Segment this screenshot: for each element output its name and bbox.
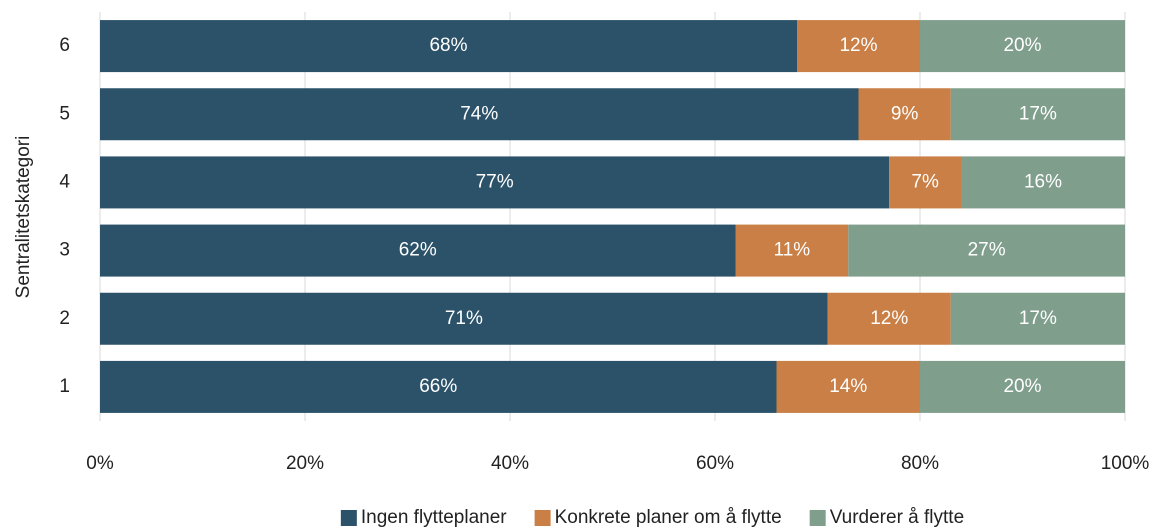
data-label: 12% [870, 308, 908, 329]
data-label: 62% [399, 240, 437, 261]
data-label: 71% [445, 308, 483, 329]
bar-segment [920, 360, 1125, 413]
legend-swatch [340, 510, 357, 526]
bar-segment [920, 20, 1125, 73]
y-axis-title: Sentralitetskategori [13, 136, 34, 299]
x-tick-label: 40% [491, 453, 529, 474]
data-label: 17% [1019, 308, 1057, 329]
bar-segment [797, 20, 920, 73]
y-tick-label: 4 [59, 171, 70, 192]
y-tick-label: 3 [59, 240, 70, 261]
y-tick-label: 1 [59, 376, 70, 397]
data-label: 7% [911, 171, 939, 192]
data-label: 68% [429, 35, 467, 56]
y-tick-label: 5 [59, 103, 70, 124]
x-tick-label: 100% [1101, 453, 1150, 474]
bar-segment [889, 156, 961, 209]
bar-segment [100, 88, 859, 141]
bar-segment [776, 360, 920, 413]
legend-label: Konkrete planer om å flytte [555, 507, 782, 528]
data-label: 27% [968, 240, 1006, 261]
data-label: 20% [1003, 376, 1041, 397]
bar-segment [735, 224, 849, 277]
bar-segment [100, 360, 777, 413]
bar-segment [100, 156, 890, 209]
data-label: 9% [891, 103, 919, 124]
bar-segment [100, 292, 828, 345]
x-tick-label: 60% [696, 453, 734, 474]
bar-segment [100, 20, 797, 73]
y-tick-label: 6 [59, 35, 70, 56]
data-label: 16% [1024, 171, 1062, 192]
bar-segment [961, 156, 1125, 209]
data-label: 77% [476, 171, 514, 192]
data-label: 20% [1003, 35, 1041, 56]
data-label: 17% [1019, 103, 1057, 124]
bar-segment [100, 224, 736, 277]
y-tick-label: 2 [59, 308, 70, 329]
x-tick-label: 0% [86, 453, 114, 474]
bar-segment [827, 292, 951, 345]
bar-segment [950, 88, 1125, 141]
data-label: 14% [829, 376, 867, 397]
bar-segment [950, 292, 1125, 345]
data-label: 11% [774, 240, 811, 261]
legend-label: Vurderer å flytte [830, 507, 964, 528]
x-tick-label: 80% [901, 453, 939, 474]
legend-swatch [534, 510, 551, 526]
x-tick-label: 20% [286, 453, 324, 474]
bar-segment [848, 224, 1125, 277]
data-label: 74% [460, 103, 498, 124]
legend-label: Ingen flytteplaner [361, 507, 507, 528]
data-label: 12% [839, 35, 877, 56]
legend-swatch [809, 510, 826, 526]
bar-segment [858, 88, 951, 141]
data-label: 66% [419, 376, 457, 397]
